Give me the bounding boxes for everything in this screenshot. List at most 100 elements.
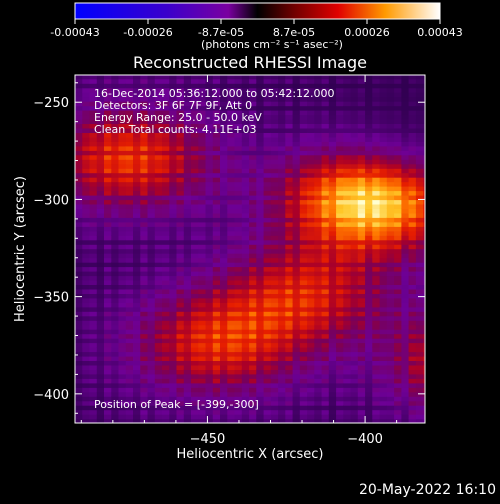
heatmap-cell: [336, 150, 344, 156]
heatmap-cell: [241, 360, 250, 366]
heatmap-cell: [314, 400, 323, 406]
heatmap-cell: [270, 136, 279, 142]
heatmap-cell: [183, 271, 192, 277]
heatmap-cell: [220, 369, 228, 375]
heatmap-cell: [96, 418, 105, 423]
heatmap-cell: [169, 311, 178, 317]
heatmap-cell: [220, 262, 228, 268]
heatmap-cell: [220, 87, 228, 93]
heatmap-cell: [133, 244, 141, 250]
heatmap-cell: [75, 190, 83, 196]
heatmap-cell: [415, 306, 424, 312]
heatmap-cell: [278, 87, 286, 93]
heatmap-cell: [118, 195, 127, 201]
heatmap-cell: [401, 288, 410, 294]
heatmap-cell: [314, 262, 323, 268]
heatmap-cell: [270, 315, 279, 321]
heatmap-cell: [162, 154, 170, 160]
heatmap-cell: [408, 145, 417, 151]
heatmap-cell: [111, 414, 120, 420]
heatmap-cell: [227, 288, 236, 294]
heatmap-cell: [379, 288, 388, 294]
heatmap-cell: [394, 284, 402, 290]
heatmap-cell: [183, 110, 192, 116]
heatmap-cell: [96, 329, 105, 335]
heatmap-cell: [140, 168, 149, 174]
heatmap-cell: [104, 203, 112, 209]
heatmap-cell: [75, 387, 83, 393]
heatmap-cell: [220, 279, 228, 285]
heatmap-cell: [321, 177, 330, 183]
heatmap-cell: [423, 400, 425, 406]
heatmap-cell: [183, 279, 192, 285]
heatmap-cell: [415, 235, 424, 241]
heatmap-cell: [162, 118, 170, 124]
heatmap-cell: [111, 235, 120, 241]
heatmap-cell: [328, 288, 337, 294]
heatmap-cell: [75, 118, 83, 124]
heatmap-cell: [423, 297, 425, 303]
heatmap-cell: [111, 132, 120, 138]
heatmap-cell: [147, 311, 156, 317]
heatmap-cell: [299, 284, 308, 290]
heatmap-cell: [118, 132, 127, 138]
heatmap-cell: [82, 244, 91, 250]
heatmap-cell: [89, 163, 98, 169]
heatmap-cell: [401, 203, 410, 209]
heatmap-cell: [234, 226, 243, 232]
heatmap-cell: [162, 378, 170, 384]
heatmap-cell: [147, 127, 156, 133]
heatmap-cell: [256, 320, 265, 326]
heatmap-cell: [365, 195, 373, 201]
heatmap-cell: [270, 150, 279, 156]
heatmap-cell: [256, 168, 265, 174]
heatmap-cell: [394, 203, 402, 209]
heatmap-cell: [183, 306, 192, 312]
heatmap-cell: [299, 83, 308, 89]
heatmap-cell: [96, 306, 105, 312]
heatmap-cell: [241, 293, 250, 299]
heatmap-cell: [408, 195, 417, 201]
heatmap-cell: [162, 315, 170, 321]
heatmap-cell: [227, 226, 236, 232]
heatmap-cell: [394, 333, 402, 339]
heatmap-cell: [169, 186, 178, 192]
heatmap-cell: [328, 342, 337, 348]
heatmap-cell: [133, 391, 141, 397]
heatmap-cell: [154, 320, 163, 326]
heatmap-cell: [401, 293, 410, 299]
heatmap-cell: [299, 230, 308, 236]
heatmap-cell: [183, 369, 192, 375]
heatmap-cell: [343, 87, 352, 93]
heatmap-cell: [314, 75, 323, 80]
heatmap-cell: [191, 136, 199, 142]
heatmap-cell: [140, 271, 149, 277]
heatmap-cell: [285, 275, 294, 281]
heatmap-cell: [357, 324, 366, 330]
heatmap-cell: [176, 315, 185, 321]
heatmap-cell: [423, 302, 425, 308]
heatmap-cell: [307, 235, 315, 241]
heatmap-cell: [263, 391, 272, 397]
heatmap-cell: [89, 212, 98, 218]
heatmap-cell: [89, 320, 98, 326]
y-tick-label: −350: [33, 291, 69, 306]
heatmap-cell: [154, 87, 163, 93]
heatmap-cell: [82, 127, 91, 133]
heatmap-cell: [386, 405, 395, 411]
heatmap-cell: [234, 123, 243, 129]
heatmap-cell: [205, 324, 214, 330]
heatmap-cell: [176, 78, 185, 84]
heatmap-cell: [147, 154, 156, 160]
heatmap-cell: [343, 203, 352, 209]
heatmap-cell: [75, 338, 83, 344]
heatmap-cell: [191, 329, 199, 335]
heatmap-cell: [176, 75, 185, 80]
heatmap-cell: [220, 271, 228, 277]
heatmap-cell: [191, 177, 199, 183]
heatmap-cell: [343, 96, 352, 102]
heatmap-cell: [111, 324, 120, 330]
heatmap-cell: [365, 150, 373, 156]
heatmap-cell: [394, 297, 402, 303]
heatmap-cell: [220, 145, 228, 151]
